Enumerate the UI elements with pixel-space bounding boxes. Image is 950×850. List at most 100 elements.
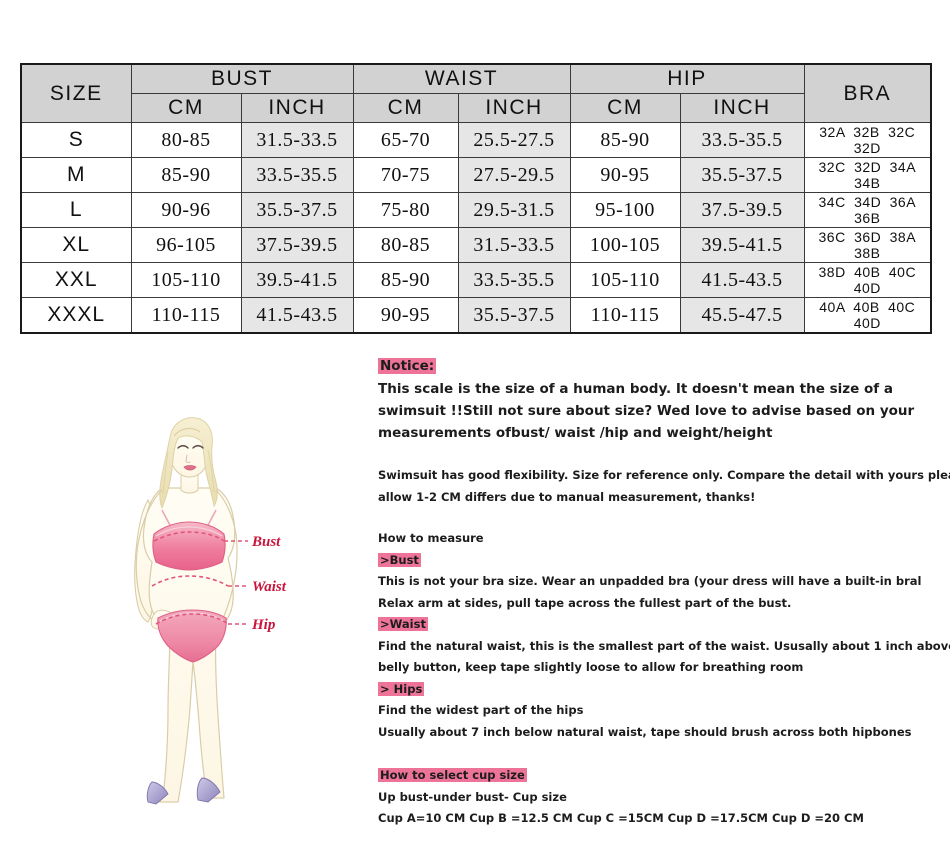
cell-waist-cm: 70-75: [352, 157, 459, 193]
measure-hips-label-row: > Hips: [378, 679, 938, 701]
cell-bust-cm: 110-115: [130, 297, 242, 334]
cup-size-heading: How to select cup size: [378, 768, 527, 782]
table-row: S 80-85 31.5-33.5 65-70 25.5-27.5 85-90 …: [20, 122, 932, 158]
cell-bust-inch: 33.5-35.5: [240, 157, 354, 193]
notice-line-2: swimsuit !!Still not sure about size? We…: [378, 403, 915, 419]
how-to-measure-block: How to measure >Bust This is not your br…: [378, 528, 950, 743]
body-measurement-illustration: Bust Waist Hip: [90, 410, 325, 830]
cell-hip-inch: 37.5-39.5: [679, 192, 805, 228]
flexibility-line-2: allow 1-2 CM differs due to manual measu…: [378, 490, 756, 504]
cell-bra: 38D 40B 40C 40D: [803, 262, 932, 298]
cup-size-heading-row: How to select cup size: [378, 765, 938, 787]
table-header-group-row: SIZE BUST WAIST HIP BRA: [20, 63, 932, 123]
table-row: L 90-96 35.5-37.5 75-80 29.5-31.5 95-100…: [20, 192, 932, 228]
cell-bust-inch: 39.5-41.5: [240, 262, 354, 298]
cell-bra: 32C 32D 34A 34B: [803, 157, 932, 193]
notice-block: Notice: This scale is the size of a huma…: [378, 356, 938, 444]
cell-bra: 36C 36D 38A 38B: [803, 227, 932, 263]
cell-bust-inch: 35.5-37.5: [240, 192, 354, 228]
figure-bikini-top: [152, 509, 226, 571]
cell-hip-inch: 45.5-47.5: [679, 297, 805, 334]
cell-waist-inch: 25.5-27.5: [457, 122, 571, 158]
cell-size: XL: [20, 227, 132, 263]
cup-size-block: How to select cup size Up bust-under bus…: [378, 765, 938, 830]
cell-bust-cm: 96-105: [130, 227, 242, 263]
column-header-hip-inch: INCH: [679, 93, 805, 123]
notice-line-3: measurements ofbust/ waist /hip and weig…: [378, 425, 773, 441]
column-header-waist: WAIST: [352, 63, 571, 94]
table-row: M 85-90 33.5-35.5 70-75 27.5-29.5 90-95 …: [20, 157, 932, 193]
table-header-unit-row: CM INCH CM INCH CM INCH: [21, 93, 931, 123]
column-header-bust-inch: INCH: [240, 93, 354, 123]
table-row: XXL 105-110 39.5-41.5 85-90 33.5-35.5 10…: [20, 262, 932, 298]
column-header-hip: HIP: [569, 63, 805, 94]
column-header-bust: BUST: [130, 63, 354, 94]
cell-bra: 40A 40B 40C 40D: [803, 297, 932, 334]
measure-waist-label: >Waist: [378, 617, 428, 631]
column-header-bra: BRA: [803, 63, 932, 123]
cell-bra: 34C 34D 36A 36B: [803, 192, 932, 228]
instructions-panel: Notice: This scale is the size of a huma…: [378, 356, 950, 830]
cell-size: L: [20, 192, 132, 228]
cell-waist-inch: 35.5-37.5: [457, 297, 571, 334]
cell-hip-cm: 90-95: [569, 157, 681, 193]
cell-hip-cm: 110-115: [569, 297, 681, 334]
table-row: XXXL 110-115 41.5-43.5 90-95 35.5-37.5 1…: [20, 297, 932, 334]
figure-label-waist: Waist: [252, 579, 287, 595]
measurement-line-waist: [151, 575, 248, 587]
column-header-waist-inch: INCH: [457, 93, 571, 123]
cell-waist-cm: 65-70: [352, 122, 459, 158]
figure-bikini-bottom: [157, 609, 227, 663]
measure-waist-label-row: >Waist: [378, 614, 938, 636]
cell-hip-inch: 35.5-37.5: [679, 157, 805, 193]
measurement-line-hip: [155, 613, 248, 625]
cell-waist-inch: 31.5-33.5: [457, 227, 571, 263]
measure-hips-label: > Hips: [378, 681, 425, 696]
measure-bust-line-2: Relax arm at sides, pull tape across the…: [378, 595, 792, 610]
measurement-line-bust: [153, 531, 248, 542]
figure-face: [177, 445, 204, 471]
measure-waist-line-2: belly button, keep tape slightly loose t…: [378, 660, 804, 674]
figure-label-hip: Hip: [251, 617, 276, 633]
cup-size-line-1: Up bust-under bust- Cup size: [378, 789, 567, 804]
column-header-size: SIZE: [20, 63, 132, 123]
cup-size-line-2: Cup A=10 CM Cup B =12.5 CM Cup C =15CM C…: [378, 811, 864, 825]
cell-waist-inch: 33.5-35.5: [457, 262, 571, 298]
measure-bust-label-row: >Bust: [378, 550, 938, 572]
size-chart-table: SIZE BUST WAIST HIP BRA CM INCH CM INCH …: [20, 63, 933, 334]
table-body: S 80-85 31.5-33.5 65-70 25.5-27.5 85-90 …: [20, 122, 932, 334]
figure-arms: [135, 489, 238, 624]
cell-bust-inch: 31.5-33.5: [240, 122, 354, 158]
cell-size: XXXL: [20, 297, 132, 334]
cell-hip-inch: 33.5-35.5: [679, 122, 805, 158]
cell-bra: 32A 32B 32C 32D: [803, 122, 932, 158]
measure-hips-line-1: Find the widest part of the hips: [378, 703, 584, 717]
cell-waist-cm: 80-85: [352, 227, 459, 263]
column-header-hip-cm: CM: [569, 93, 681, 123]
flexibility-line-1: Swimsuit has good flexibility. Size for …: [378, 468, 950, 482]
column-header-bust-cm: CM: [130, 93, 242, 123]
cell-waist-cm: 90-95: [352, 297, 459, 334]
table-row: XL 96-105 37.5-39.5 80-85 31.5-33.5 100-…: [20, 227, 932, 263]
cell-size: M: [20, 157, 132, 193]
cell-bust-cm: 85-90: [130, 157, 242, 193]
cell-bust-inch: 37.5-39.5: [240, 227, 354, 263]
measure-hips-line-2: Usually about 7 inch below natural waist…: [378, 724, 912, 739]
notice-line-1: This scale is the size of a human body. …: [378, 381, 893, 397]
cell-size: S: [20, 122, 132, 158]
cell-size: XXL: [20, 262, 132, 298]
cell-hip-cm: 100-105: [569, 227, 681, 263]
measure-waist-line-1: Find the natural waist, this is the smal…: [378, 638, 950, 653]
cell-hip-cm: 105-110: [569, 262, 681, 298]
column-header-waist-cm: CM: [352, 93, 459, 123]
figure-shoes: [146, 777, 221, 805]
table-header: SIZE BUST WAIST HIP BRA CM INCH CM INCH …: [20, 63, 932, 123]
how-to-measure-heading: How to measure: [378, 531, 484, 545]
measure-bust-line-1: This is not your bra size. Wear an unpad…: [378, 574, 922, 588]
measure-bust-label: >Bust: [378, 552, 421, 567]
cell-waist-cm: 85-90: [352, 262, 459, 298]
cell-hip-cm: 95-100: [569, 192, 681, 228]
cell-bust-cm: 105-110: [130, 262, 242, 298]
cell-bust-cm: 90-96: [130, 192, 242, 228]
notice-title-row: Notice:: [378, 356, 938, 376]
